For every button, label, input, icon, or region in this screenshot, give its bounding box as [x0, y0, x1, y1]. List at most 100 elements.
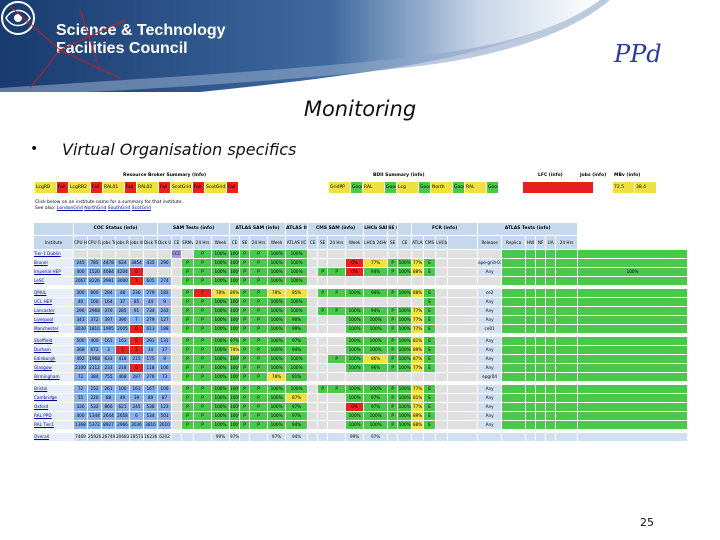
table-cell: P — [249, 324, 269, 334]
table-cell: P — [239, 306, 251, 316]
mbv-summary-title[interactable]: MBv (info) — [614, 173, 641, 178]
group-header-1[interactable]: COC Status (info) — [72, 222, 159, 236]
table-cell — [435, 384, 449, 394]
group-header-5[interactable]: CMS SAM (info) — [307, 222, 365, 236]
table-cell — [545, 297, 557, 307]
column-header: LHCb — [435, 235, 449, 250]
group-header-2[interactable]: SAM Tests (info) — [157, 222, 231, 236]
table-cell — [307, 336, 319, 346]
table-cell — [447, 306, 479, 316]
table-cell: 236 — [129, 288, 144, 298]
institute-link[interactable]: Glasgow — [33, 363, 74, 373]
institute-link[interactable]: Liverpool — [33, 315, 74, 325]
table-cell — [501, 345, 527, 355]
table-cell: P — [239, 420, 251, 430]
table-cell — [525, 336, 537, 346]
institute-link[interactable]: Manchester — [33, 324, 74, 334]
table-cell — [423, 372, 437, 382]
institute-link[interactable]: Imperial HEP — [33, 267, 74, 277]
table-cell — [317, 276, 329, 286]
table-cell: 2005 — [115, 324, 130, 334]
table-cell: P — [181, 336, 195, 346]
summary-cell: LcgRB2 — [69, 182, 91, 193]
institute-link[interactable]: Overall — [33, 432, 74, 442]
table-cell: P — [387, 420, 399, 430]
table-cell: 40 — [73, 297, 88, 307]
table-cell: 97% — [285, 336, 309, 346]
table-cell: 326 — [73, 402, 88, 412]
institute-link[interactable]: RAL PPD — [33, 411, 74, 421]
institute-link[interactable]: LeSC — [33, 276, 74, 286]
lfc-summary-title[interactable]: LFC (info) — [538, 173, 563, 178]
bdii-summary-title[interactable]: BDII Summary (info) — [373, 173, 425, 178]
group-header-4[interactable]: ATLAS IIC (info) — [285, 222, 309, 236]
notes-link-scotgrid[interactable]: ScotGrid — [131, 206, 152, 211]
table-cell: 0 — [129, 336, 144, 346]
jobs-summary-title[interactable]: Jobs (info) — [580, 173, 607, 178]
table-row: QMUL 300 800 284 48 236 279 183 P F 78% 86% P P 78% 85%… — [33, 288, 688, 298]
institute-link[interactable]: UCL HEP — [33, 297, 74, 307]
table-cell: 39 — [129, 393, 144, 403]
table-cell: 100% — [345, 420, 365, 430]
table-cell: 220 — [87, 393, 102, 403]
table-cell: P — [181, 411, 195, 421]
table-cell: 243 — [157, 306, 173, 316]
table-cell: 100% — [267, 315, 287, 325]
table-cell: 534 — [142, 411, 159, 421]
table-cell: 0 — [129, 363, 144, 373]
table-cell: 2 — [129, 345, 144, 355]
table-cell — [501, 306, 527, 316]
group-header-6[interactable]: LHCb SAM (info) — [363, 222, 389, 236]
group-header-3[interactable]: ATLAS SAM (info) — [229, 222, 287, 236]
column-header: Week — [345, 235, 365, 250]
bdii-summary-cells: GridPP Good RAL Good Lcg Good North Good RAL Good — [329, 182, 499, 193]
table-cell: 538 — [142, 402, 159, 412]
table-cell — [435, 411, 449, 421]
status-note-cell — [171, 432, 183, 442]
table-cell: 72 — [73, 384, 88, 394]
column-header: ATLAS — [411, 235, 425, 250]
table-cell: E — [423, 420, 437, 430]
institute-link[interactable]: Durham — [33, 345, 74, 355]
table-cell: 100% — [211, 372, 231, 382]
institute-link[interactable]: Lancaster — [33, 306, 74, 316]
rb-summary-title[interactable]: Resource Broker Summary (Info) — [123, 173, 207, 178]
table-cell: 48 — [115, 288, 130, 298]
institute-link[interactable]: RAL Tier1 — [33, 420, 74, 430]
table-cell: Any — [477, 402, 503, 412]
table-cell: 100% — [267, 324, 287, 334]
group-header-10[interactable]: ATLAS Tests (info) — [477, 222, 579, 236]
institute-link[interactable]: Edinburgh — [33, 354, 74, 364]
table-cell: P — [181, 315, 195, 325]
table-cell: 2966 — [115, 420, 130, 430]
institute-link[interactable]: QMUL — [33, 288, 74, 298]
table-cell: P — [181, 363, 195, 373]
institute-link[interactable]: Cambridge — [33, 393, 74, 403]
institute-link[interactable]: Birmingham — [33, 372, 74, 382]
table-cell: 501 — [157, 411, 173, 421]
column-header: HW — [525, 235, 537, 250]
status-note-cell — [171, 276, 183, 286]
table-cell — [411, 276, 425, 286]
table-cell: 34 — [142, 345, 159, 355]
table-cell — [535, 258, 547, 268]
institute-link[interactable]: Tier-1 Dublin — [33, 249, 74, 259]
group-header-7[interactable]: SE (info) — [387, 222, 399, 236]
group-header-9[interactable]: FCR (info) — [411, 222, 479, 236]
table-cell: 100% — [345, 336, 365, 346]
table-cell: P — [239, 345, 251, 355]
table-cell: 100% — [397, 324, 413, 334]
status-note-cell — [171, 324, 183, 334]
notes-link-londongrid[interactable]: LondonGrid — [56, 206, 83, 211]
summary-cell: Good — [351, 182, 363, 193]
institute-link[interactable]: Oxford — [33, 402, 74, 412]
table-cell: 0% — [345, 402, 365, 412]
institute-link[interactable]: Bristol — [33, 384, 74, 394]
table-cell: Any — [477, 336, 503, 346]
notes-link-southgrid[interactable]: SouthGrid — [107, 206, 131, 211]
institute-link[interactable]: Brunel — [33, 258, 74, 268]
institute-link[interactable]: Sheffield — [33, 336, 74, 346]
table-cell: 100% — [345, 324, 365, 334]
notes-link-northgrid[interactable]: NorthGrid — [84, 206, 107, 211]
table-cell — [317, 432, 329, 442]
